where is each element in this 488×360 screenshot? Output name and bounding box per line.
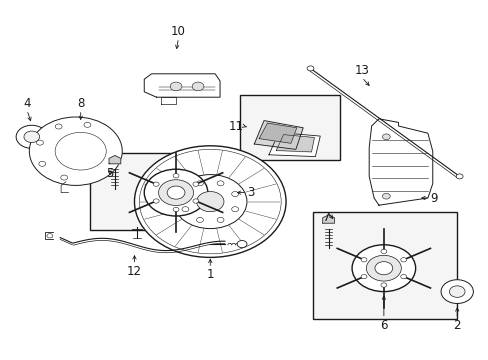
Circle shape	[173, 174, 179, 178]
Bar	[239, 95, 339, 160]
Circle shape	[192, 82, 203, 91]
Circle shape	[134, 146, 285, 257]
Circle shape	[170, 82, 182, 91]
Circle shape	[196, 192, 224, 212]
Circle shape	[217, 217, 224, 222]
Polygon shape	[254, 121, 303, 149]
Polygon shape	[276, 135, 314, 152]
Polygon shape	[368, 119, 432, 205]
Circle shape	[196, 217, 203, 222]
Text: 6: 6	[379, 319, 387, 332]
Circle shape	[231, 207, 238, 212]
Text: 2: 2	[452, 319, 460, 332]
Circle shape	[351, 245, 415, 292]
Polygon shape	[109, 156, 121, 164]
Polygon shape	[161, 97, 176, 104]
Circle shape	[374, 262, 392, 275]
Circle shape	[231, 192, 238, 197]
Circle shape	[237, 240, 246, 248]
Circle shape	[29, 117, 122, 185]
Circle shape	[16, 125, 47, 148]
Circle shape	[167, 186, 184, 199]
Circle shape	[440, 280, 472, 303]
Text: 3: 3	[246, 186, 254, 199]
Circle shape	[448, 286, 464, 297]
Polygon shape	[322, 215, 334, 223]
Circle shape	[153, 199, 159, 203]
Circle shape	[360, 258, 366, 262]
Circle shape	[380, 249, 386, 253]
Text: 12: 12	[127, 265, 142, 278]
Text: 4: 4	[23, 97, 31, 110]
Text: 1: 1	[206, 268, 214, 281]
Polygon shape	[268, 132, 320, 157]
Circle shape	[380, 283, 386, 287]
Circle shape	[182, 192, 188, 197]
Circle shape	[139, 149, 281, 254]
Circle shape	[366, 255, 401, 281]
Text: 13: 13	[354, 64, 368, 77]
Circle shape	[47, 234, 53, 238]
Circle shape	[39, 161, 45, 166]
Circle shape	[400, 258, 406, 262]
Text: 8: 8	[77, 97, 84, 110]
Circle shape	[217, 181, 224, 186]
Circle shape	[153, 182, 159, 186]
Text: 10: 10	[171, 25, 185, 38]
Circle shape	[382, 193, 389, 199]
Circle shape	[24, 131, 40, 143]
Bar	[312, 212, 456, 319]
Circle shape	[306, 66, 313, 71]
Bar	[90, 153, 232, 230]
Circle shape	[193, 182, 199, 186]
Text: 7: 7	[322, 211, 330, 224]
Circle shape	[182, 207, 188, 212]
Circle shape	[193, 199, 199, 203]
Circle shape	[382, 134, 389, 140]
Circle shape	[55, 132, 106, 170]
Circle shape	[173, 175, 246, 229]
Circle shape	[173, 207, 179, 212]
Circle shape	[61, 175, 67, 180]
Polygon shape	[144, 74, 220, 97]
Text: 11: 11	[228, 120, 243, 132]
Circle shape	[455, 174, 462, 179]
Text: 5: 5	[106, 167, 114, 180]
Polygon shape	[259, 123, 296, 143]
Text: 9: 9	[429, 192, 437, 204]
Circle shape	[360, 274, 366, 279]
Circle shape	[55, 124, 62, 129]
Circle shape	[196, 181, 203, 186]
Circle shape	[84, 122, 91, 127]
Circle shape	[400, 274, 406, 279]
Circle shape	[144, 169, 207, 216]
Polygon shape	[45, 232, 53, 239]
Circle shape	[37, 140, 43, 145]
Circle shape	[158, 180, 193, 206]
